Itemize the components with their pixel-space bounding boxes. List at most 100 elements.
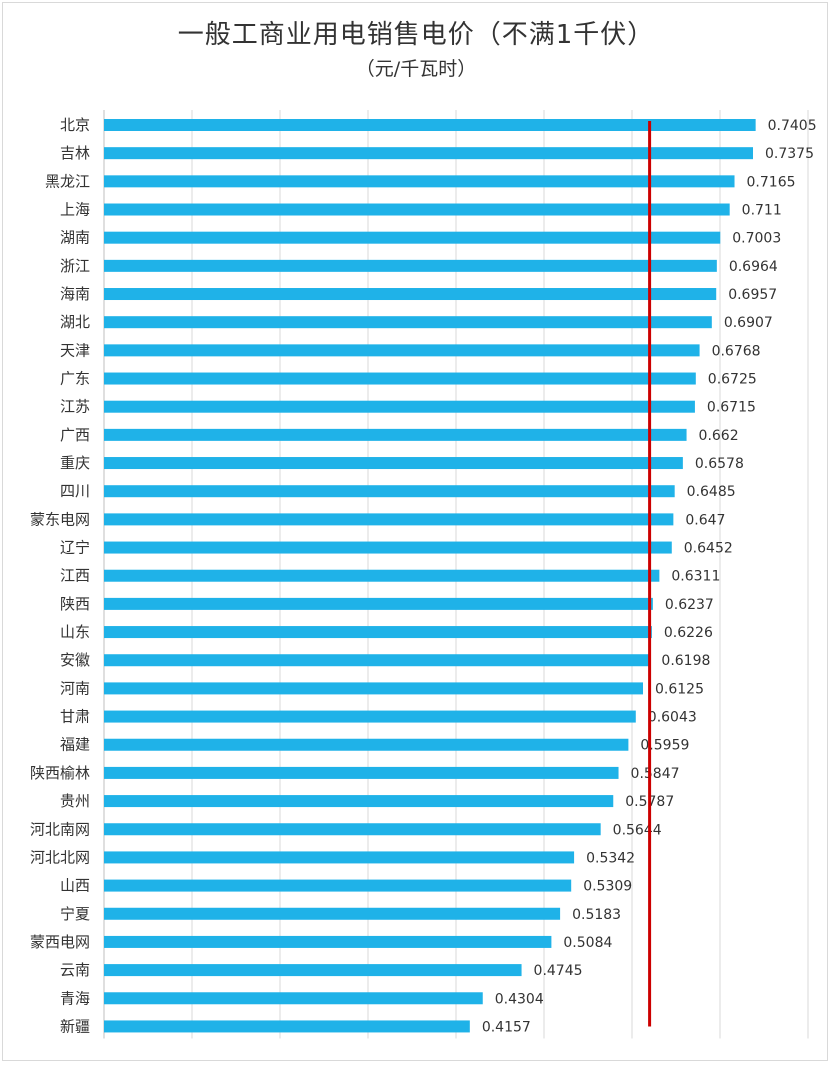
bar <box>104 513 674 526</box>
bar <box>104 147 753 160</box>
bar <box>104 288 717 301</box>
category-label: 吉林 <box>60 144 90 162</box>
category-label: 蒙东电网 <box>30 510 90 528</box>
bar <box>104 175 735 188</box>
data-label: 0.6715 <box>707 400 756 416</box>
data-label: 0.5644 <box>613 822 662 838</box>
bar <box>104 992 483 1005</box>
bar <box>104 541 672 554</box>
data-label: 0.7405 <box>768 118 817 134</box>
category-label: 广东 <box>60 370 90 388</box>
bar <box>104 597 653 610</box>
bar <box>104 372 696 385</box>
data-label: 0.6043 <box>648 710 697 726</box>
category-label: 江西 <box>60 567 90 585</box>
data-label: 0.5959 <box>640 738 689 754</box>
category-label: 云南 <box>60 961 90 979</box>
category-label: 青海 <box>60 989 90 1007</box>
data-label: 0.647 <box>685 512 725 528</box>
bar <box>104 710 636 723</box>
category-label: 福建 <box>60 736 90 754</box>
category-label: 贵州 <box>60 792 90 810</box>
data-label: 0.6125 <box>655 681 704 697</box>
category-label: 北京 <box>60 116 90 134</box>
data-label: 0.4304 <box>495 991 544 1007</box>
category-label: 重庆 <box>60 454 90 472</box>
category-label: 蒙西电网 <box>30 933 90 951</box>
data-label: 0.6198 <box>661 653 710 669</box>
bar <box>104 879 572 892</box>
category-label: 四川 <box>60 482 90 500</box>
category-label: 宁夏 <box>60 905 90 923</box>
chart-subtitle: （元/千瓦时） <box>355 58 477 80</box>
bar <box>104 626 652 639</box>
bar <box>104 964 522 977</box>
bar <box>104 569 660 582</box>
bar <box>104 1020 470 1033</box>
category-label: 广西 <box>60 426 90 444</box>
data-label: 0.6725 <box>708 372 757 388</box>
category-label: 河北南网 <box>30 820 90 838</box>
category-label: 陕西榆林 <box>30 764 90 782</box>
data-label: 0.6452 <box>684 541 733 557</box>
category-label: 湖北 <box>60 313 90 331</box>
data-label: 0.6768 <box>712 343 761 359</box>
bar <box>104 428 687 441</box>
category-label: 湖南 <box>60 229 90 247</box>
bar <box>104 231 721 244</box>
data-label: 0.7003 <box>732 231 781 247</box>
bar <box>104 823 601 836</box>
bar <box>104 485 675 498</box>
data-label: 0.6237 <box>665 597 714 613</box>
bar <box>104 935 552 948</box>
data-label: 0.662 <box>699 428 739 444</box>
category-label: 河北北网 <box>30 848 90 866</box>
category-label: 海南 <box>60 285 90 303</box>
data-label: 0.5342 <box>586 850 635 866</box>
data-label: 0.7165 <box>747 174 796 190</box>
category-label: 天津 <box>60 341 90 359</box>
data-label: 0.6578 <box>695 456 744 472</box>
data-label: 0.711 <box>742 203 782 219</box>
category-label: 辽宁 <box>60 539 90 557</box>
category-label: 河南 <box>60 679 90 697</box>
data-label: 0.5309 <box>583 879 632 895</box>
bar <box>104 119 756 131</box>
data-label: 0.6226 <box>664 625 713 641</box>
category-label: 山西 <box>60 877 90 895</box>
bar <box>104 400 695 413</box>
category-label: 甘肃 <box>60 708 90 726</box>
data-label: 0.6485 <box>687 484 736 500</box>
bar <box>104 766 619 779</box>
bar <box>104 259 717 272</box>
bar <box>104 851 575 864</box>
data-label: 0.6311 <box>671 569 720 585</box>
bar <box>104 316 712 329</box>
bar <box>104 203 730 216</box>
category-label: 江苏 <box>60 398 90 416</box>
bar <box>104 795 614 808</box>
data-label: 0.7375 <box>765 146 814 162</box>
bar <box>104 907 561 920</box>
category-label: 新疆 <box>60 1017 90 1035</box>
category-label: 陕西 <box>60 595 90 613</box>
data-label: 0.4745 <box>534 963 583 979</box>
data-label: 0.5084 <box>563 935 612 951</box>
category-label: 浙江 <box>60 257 90 275</box>
data-label: 0.4157 <box>482 1019 531 1035</box>
bar <box>104 654 650 667</box>
chart-title: 一般工商业用电销售电价（不满1千伏） <box>177 20 655 50</box>
data-label: 0.6964 <box>729 259 778 275</box>
bar <box>104 682 643 695</box>
data-label: 0.5847 <box>631 766 680 782</box>
bar <box>104 738 629 751</box>
category-label: 黑龙江 <box>45 172 90 190</box>
data-label: 0.5183 <box>572 907 621 923</box>
category-label: 安徽 <box>60 651 90 669</box>
data-label: 0.6907 <box>724 315 773 331</box>
bar <box>104 457 683 470</box>
category-label: 山东 <box>60 623 90 641</box>
data-label: 0.6957 <box>728 287 777 303</box>
